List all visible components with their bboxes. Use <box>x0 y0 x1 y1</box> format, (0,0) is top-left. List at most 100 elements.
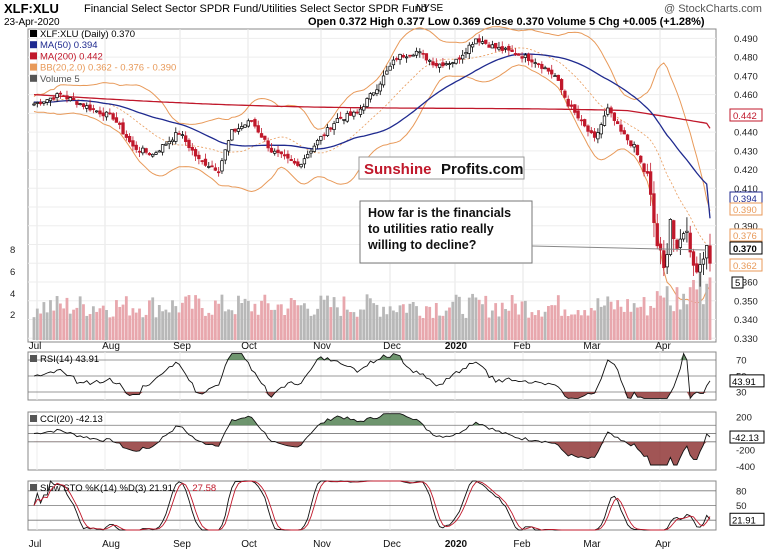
candle-body <box>513 53 518 56</box>
candle-body <box>672 220 676 240</box>
volume-bar <box>256 314 260 340</box>
candle-body <box>523 54 527 58</box>
candle-body <box>342 119 346 121</box>
volume-tick-label: 2 <box>10 310 15 321</box>
candle-body <box>256 125 260 133</box>
volume-bar <box>494 303 498 340</box>
candle-body <box>81 103 86 107</box>
legend-swatch <box>30 52 37 60</box>
candle-body <box>457 57 462 60</box>
volume-bar <box>471 293 474 340</box>
volume-bar <box>118 306 122 340</box>
candle-body <box>157 150 161 153</box>
price-tag <box>729 108 763 122</box>
candle-body <box>289 159 293 162</box>
volume-bar <box>477 299 481 340</box>
volume-bar <box>563 309 567 340</box>
chart-symbol: XLF:XLU <box>4 1 59 16</box>
candle-body <box>48 97 53 101</box>
volume-bar <box>329 307 333 340</box>
volume-tag-label: 5 <box>735 278 740 289</box>
candle-body <box>434 62 438 67</box>
candle-body <box>566 98 570 107</box>
volume-bar <box>467 297 471 340</box>
candle-body <box>282 154 287 157</box>
legend-item: XLF:XLU (Daily) 0.370 <box>40 29 135 40</box>
volume-bar <box>434 303 438 340</box>
candle-body <box>381 75 386 86</box>
volume-bar <box>655 291 659 340</box>
candle-body <box>127 136 132 143</box>
indicator-tick-label: -200 <box>736 446 755 457</box>
volume-bar <box>708 277 712 340</box>
candle-body <box>164 143 168 146</box>
volume-bar <box>180 302 184 340</box>
candle-body <box>170 139 175 143</box>
month-label-bottom: Jul <box>29 539 42 550</box>
volume-bar <box>204 315 207 340</box>
candle-body <box>137 150 142 153</box>
volume-bar <box>388 306 392 340</box>
volume-bar <box>589 308 593 340</box>
volume-bar <box>322 299 326 340</box>
candle-body <box>569 104 574 107</box>
candle-body <box>325 127 330 136</box>
candle-body <box>385 70 389 75</box>
candle-body <box>299 164 303 168</box>
volume-bar <box>481 304 484 340</box>
month-label-bottom: Aug <box>102 539 120 550</box>
candle-body <box>418 51 422 54</box>
volume-bar <box>35 308 39 340</box>
legend-item: MA(50) 0.394 <box>40 40 98 51</box>
price-tick-label: 0.350 <box>734 296 758 307</box>
volume-bar <box>177 312 181 340</box>
volume-bar <box>58 303 62 340</box>
price-tag <box>729 202 763 216</box>
volume-bar <box>672 311 676 340</box>
candle-body <box>65 95 69 100</box>
candle-body <box>652 193 656 223</box>
candle-body <box>134 144 138 150</box>
candle-body <box>678 238 682 248</box>
volume-bar <box>500 302 504 340</box>
volume-bar <box>161 311 165 340</box>
volume-bar <box>283 315 287 340</box>
volume-bar <box>421 317 425 340</box>
candle-body <box>639 155 643 163</box>
volume-bar <box>705 283 709 340</box>
volume-bar <box>688 287 692 340</box>
candle-body <box>662 250 666 269</box>
candle-body <box>536 63 541 66</box>
candle-body <box>306 154 310 159</box>
candle-body <box>335 118 340 123</box>
candle-body <box>622 130 626 135</box>
volume-tag <box>731 276 744 289</box>
volume-bar <box>309 315 313 340</box>
candle-body <box>319 136 323 141</box>
candle-body <box>302 158 307 165</box>
candle-body <box>174 132 178 142</box>
volume-bar <box>682 293 686 340</box>
volume-bar <box>171 300 174 340</box>
price-tag-label: 0.394 <box>733 194 757 205</box>
volume-bar <box>662 297 666 340</box>
indicator-label: RSI(14) 43.91 <box>40 354 99 365</box>
volume-bar <box>678 309 682 340</box>
volume-bar <box>326 295 329 340</box>
candle-body <box>705 245 709 259</box>
volume-bar <box>105 309 108 340</box>
candle-body <box>408 54 412 57</box>
volume-bar <box>507 310 511 340</box>
price-tick-label: 0.420 <box>734 165 758 176</box>
candle-body <box>388 65 392 71</box>
candle-body <box>131 140 135 147</box>
volume-bar <box>583 310 587 340</box>
candle-body <box>236 128 241 132</box>
candle-body <box>85 105 89 109</box>
candle-body <box>190 146 194 151</box>
candle-body <box>470 44 475 48</box>
price-tag-label: 0.370 <box>733 244 757 255</box>
candle-body <box>592 131 597 138</box>
month-label-bottom: Feb <box>513 539 531 550</box>
